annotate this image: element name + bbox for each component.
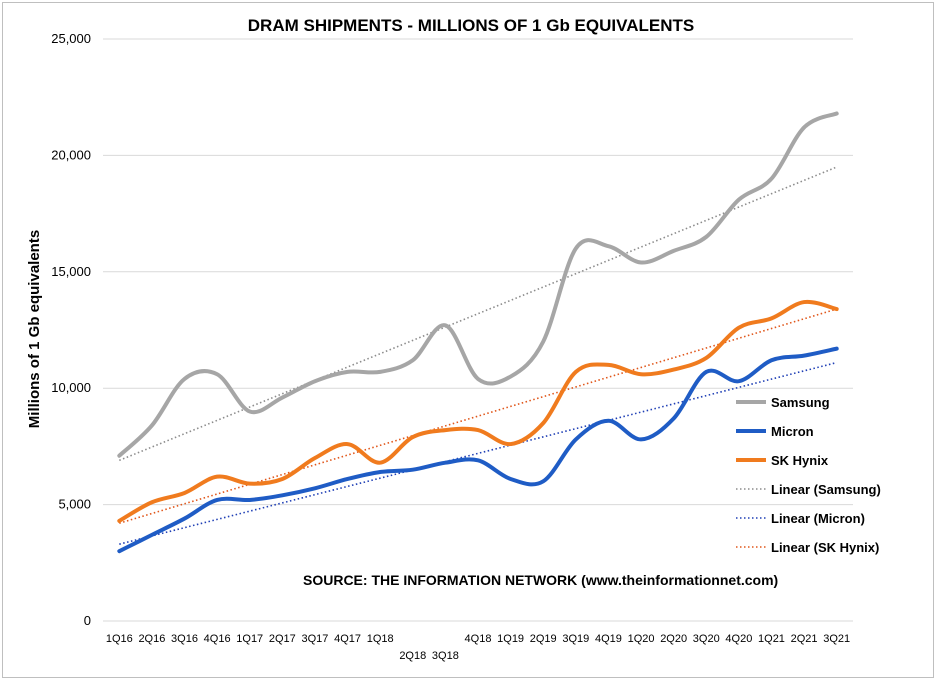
x-tick-label: 2Q17 [269,633,296,645]
x-tick-label: 4Q20 [725,633,752,645]
x-tick-label: 4Q18 [465,633,492,645]
y-tick-label: 10,000 [51,380,91,395]
x-tick-label: 1Q17 [236,633,263,645]
x-tick-label: 4Q17 [334,633,361,645]
y-axis-ticks: 0 5,000 10,000 15,000 20,000 25,000 [51,31,91,628]
x-tick-label: 1Q16 [106,633,133,645]
x-tick-label: 3Q18 [432,650,459,662]
y-axis-label: Millions of 1 Gb equivalents [26,230,43,428]
x-tick-label: 1Q18 [367,633,394,645]
legend-label: Samsung [771,395,830,410]
x-tick-label: 4Q19 [595,633,622,645]
x-tick-label: 1Q20 [628,633,655,645]
x-tick-label: 2Q19 [530,633,557,645]
trendline-linear-micron [119,361,837,545]
trendline-linear-samsung [119,166,837,462]
legend-label: Micron [771,424,814,439]
x-tick-label: 2Q18 [399,650,426,662]
y-tick-label: 15,000 [51,264,91,279]
chart-title: DRAM SHIPMENTS - MILLIONS OF 1 Gb EQUIVA… [248,16,694,35]
legend-label: Linear (Micron) [771,511,865,526]
legend: Samsung Micron SK Hynix Linear (Samsung) Lin… [736,395,881,555]
x-tick-label: 2Q20 [660,633,687,645]
series-line-sk-hynix [117,299,839,523]
x-tick-label: 2Q16 [138,633,165,645]
x-axis-ticks: 1Q16 2Q16 3Q16 4Q16 1Q17 2Q17 3Q17 4Q17 1Q18 2Q18… [106,633,850,662]
series-line-micron [117,346,839,554]
y-tick-label: 0 [84,613,91,628]
y-tick-label: 20,000 [51,147,91,162]
x-tick-label: 3Q17 [301,633,328,645]
legend-label: Linear (Samsung) [771,482,881,497]
trendline-linear-sk-hynix [119,308,837,524]
gridlines [103,38,853,622]
line-chart: DRAM SHIPMENTS - MILLIONS OF 1 Gb EQUIVA… [26,16,881,662]
x-tick-label: 3Q20 [693,633,720,645]
legend-label: SK Hynix [771,453,829,468]
x-tick-label: 1Q19 [497,633,524,645]
series-line-samsung [117,111,839,458]
source-annotation: SOURCE: THE INFORMATION NETWORK (www.the… [303,572,778,588]
legend-label: Linear (SK Hynix) [771,540,879,555]
series-lines [117,111,839,554]
x-tick-label: 3Q16 [171,633,198,645]
x-tick-label: 3Q21 [823,633,850,645]
y-tick-label: 5,000 [58,497,91,512]
x-tick-label: 4Q16 [204,633,231,645]
y-tick-label: 25,000 [51,31,91,46]
x-tick-label: 1Q21 [758,633,785,645]
trendlines [119,166,837,545]
x-tick-label: 3Q19 [562,633,589,645]
x-tick-label: 2Q21 [791,633,818,645]
